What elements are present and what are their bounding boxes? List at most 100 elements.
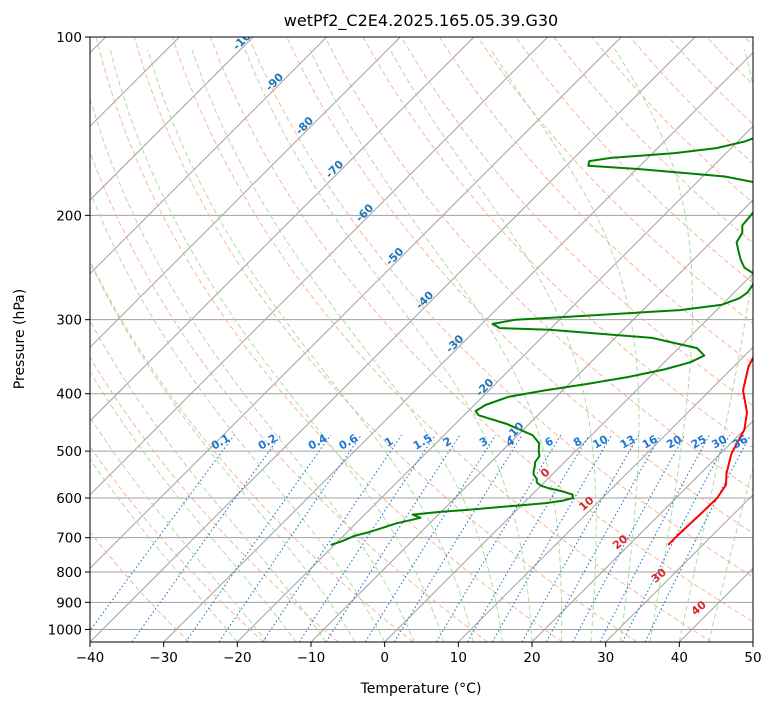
- mixing-ratio-label: 8: [571, 435, 584, 450]
- dry-adiabat-line: [515, 37, 753, 284]
- dry-adiabat-line: [171, 37, 712, 642]
- moist-adiabat-line: [90, 416, 268, 642]
- moist-adiabat-line: [309, 49, 563, 642]
- dry-adiabat-line: [95, 37, 563, 642]
- mixing-ratio-label: 1: [382, 435, 395, 450]
- isotherm-line: [90, 37, 254, 201]
- mixing-ratio-label: 25: [689, 433, 709, 452]
- x-tick-label: 40: [671, 650, 688, 666]
- y-tick-label: 900: [56, 595, 82, 611]
- moist-adiabat-line: [90, 319, 327, 642]
- x-tick-label: 20: [523, 650, 540, 666]
- y-tick-label: 100: [56, 30, 82, 46]
- isotherm-line: [531, 420, 753, 642]
- isotherm-line: [605, 493, 753, 642]
- x-tick-label: 50: [744, 650, 761, 666]
- moist-adiabat-line: [490, 49, 640, 642]
- dry-adiabat-line: [362, 37, 753, 449]
- mixing-ratio-line: [491, 434, 613, 642]
- mixing-ratio-label: 3: [477, 435, 490, 450]
- moist-adiabat-line: [708, 465, 753, 642]
- isotherm-line: [163, 51, 753, 642]
- isotherm-label: -20: [473, 376, 496, 399]
- mixing-ratio-label: 16: [640, 432, 660, 451]
- dry-adiabat-line: [210, 37, 753, 623]
- dry-adiabat-label: 30: [649, 566, 669, 586]
- mixing-ratio-line: [364, 434, 497, 642]
- isotherm-line: [90, 37, 328, 275]
- moist-adiabat-line: [389, 49, 597, 642]
- x-axis-ticks: −40 −30 −20 −10 0 10 20 30 40 50: [76, 642, 762, 666]
- x-tick-label: 10: [450, 650, 467, 666]
- moist-adiabat-line: [109, 49, 445, 642]
- y-tick-label: 500: [56, 444, 82, 460]
- isotherm-line: [90, 37, 696, 642]
- y-axis-ticks: 100 200 300 400 500 600 700 800 900 1000: [48, 30, 90, 638]
- y-tick-label: 200: [56, 208, 82, 224]
- x-axis-label: Temperature (°C): [360, 681, 482, 697]
- dry-adiabat-line: [324, 37, 753, 491]
- dry-adiabat-line: [90, 150, 488, 642]
- dry-adiabat-line: [90, 356, 339, 642]
- dry-adiabat-line: [668, 37, 753, 125]
- mixing-ratio-line: [545, 434, 662, 642]
- y-tick-label: 800: [56, 565, 82, 581]
- y-tick-label: 700: [56, 531, 82, 547]
- moist-adiabat-line: [90, 189, 386, 642]
- mixing-ratio-line: [644, 434, 751, 642]
- isotherm-line: [752, 641, 753, 642]
- mixing-ratio-label: 1.5: [411, 432, 434, 453]
- mixing-ratio-line: [435, 434, 562, 642]
- mixing-ratio-line: [467, 434, 590, 642]
- isotherm-line: [457, 346, 753, 642]
- x-tick-label: 30: [597, 650, 614, 666]
- profile-lines: [330, 137, 753, 546]
- dry-adiabat-line: [706, 37, 753, 86]
- isotherm-line: [90, 37, 549, 496]
- mixing-ratio-label: 30: [709, 432, 729, 451]
- isotherm-line: [90, 37, 622, 570]
- moist-adiabat-line: [147, 49, 474, 642]
- mixing-ratio-line: [185, 434, 332, 642]
- moist-adiabat-line: [191, 49, 503, 642]
- mixing-ratio-label: 10: [591, 432, 611, 451]
- dewpoint-profile-line: [330, 137, 753, 546]
- chart-title: wetPf2_C2E4.2025.165.05.39.G30: [284, 11, 558, 31]
- moist-adiabat-line: [614, 49, 693, 642]
- moist-adiabat-line: [90, 458, 238, 642]
- mixing-ratio-line: [90, 434, 235, 632]
- x-tick-label: 0: [380, 650, 389, 666]
- isotherm-label: -30: [443, 332, 466, 355]
- dry-adiabat-line: [90, 259, 414, 642]
- isotherm-label: -70: [323, 158, 346, 181]
- x-tick-label: −20: [223, 650, 252, 666]
- isotherm-line: [678, 567, 753, 642]
- isotherm-label: -60: [353, 201, 376, 224]
- y-tick-label: 600: [56, 491, 82, 507]
- mixing-ratio-label: 0.4: [306, 431, 330, 452]
- isotherm-line: [236, 125, 753, 642]
- isotherm-label: -100: [230, 24, 259, 53]
- moist-adiabat-line: [678, 49, 753, 642]
- y-tick-label: 300: [56, 313, 82, 329]
- y-tick-label: 400: [56, 387, 82, 403]
- background-lines: [90, 37, 753, 642]
- mixing-ratio-line: [262, 434, 403, 642]
- temperature-profile-line: [667, 355, 753, 546]
- y-tick-label: 1000: [48, 622, 82, 638]
- mixing-ratio-label: 6: [543, 434, 556, 449]
- dry-adiabat-label: 10: [576, 494, 596, 514]
- dry-adiabat-line: [438, 37, 753, 366]
- mixing-ratio-line: [393, 434, 523, 642]
- x-tick-label: −30: [149, 650, 178, 666]
- dry-adiabat-line: [90, 445, 264, 642]
- moist-adiabat-line: [244, 49, 533, 642]
- dry-adiabat-line: [133, 37, 638, 642]
- isotherm-label: -40: [413, 288, 436, 311]
- isotherm-label: -90: [263, 70, 286, 93]
- dry-adiabat-line: [248, 37, 753, 578]
- mixing-ratio-label: 13: [618, 433, 638, 452]
- mixing-ratio-line: [572, 434, 686, 642]
- mixing-ratio-line: [521, 434, 640, 642]
